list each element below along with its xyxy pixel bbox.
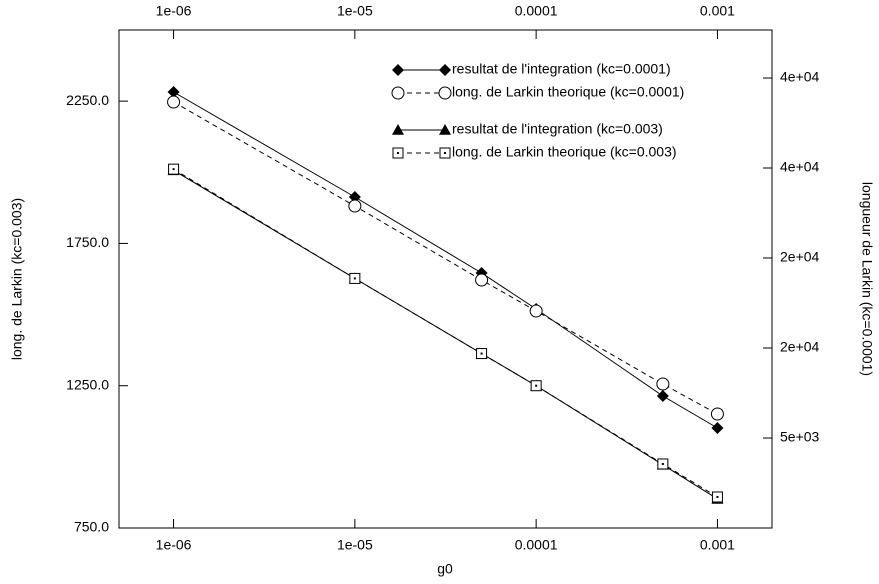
x-tick-label: 1e-06 [156,537,192,553]
series-line [173,169,718,500]
y2-tick-label: 2e+04 [780,339,820,355]
marker [529,304,543,318]
marker [167,86,180,99]
legend-label: long. de Larkin theorique (kc=0.003) [452,144,677,160]
marker [348,190,361,203]
x-tick-label: 1e-05 [337,537,373,553]
legend-marker [392,124,404,135]
marker [348,199,362,213]
legend-marker [439,124,451,135]
marker [475,273,489,287]
marker-dot [397,152,399,154]
x-axis-label: g0 [437,561,453,577]
x-top-tick-label: 1e-06 [156,3,192,19]
legend-label: long. de Larkin theorique (kc=0.0001) [452,84,684,100]
marker [656,389,669,402]
y2-tick-label: 4e+04 [780,69,820,85]
legend-label: resultat de l'integration (kc=0.0001) [452,61,671,77]
x-tick-label: 0.001 [700,537,735,553]
marker [167,95,181,109]
marker-dot [480,352,483,355]
legend-marker [391,86,405,100]
marker-dot [172,168,175,171]
marker [656,377,670,391]
series-line [173,91,718,429]
marker-dot [716,495,719,498]
marker-dot [444,152,446,154]
legend-marker [438,86,452,100]
y-tick-label: 750.0 [74,519,109,535]
series-line [173,101,718,415]
legend-label: resultat de l'integration (kc=0.003) [452,121,663,137]
plot-frame [118,29,773,529]
legend-marker [439,64,451,76]
marker [710,407,724,421]
series-line [173,168,718,498]
marker-dot [353,277,356,280]
y2-tick-label: 2e+04 [780,249,820,265]
marker-dot [661,462,664,465]
y-tick-label: 1250.0 [66,376,109,392]
marker [711,422,724,435]
y2-tick-label: 4e+04 [780,159,820,175]
x-top-tick-label: 0.0001 [515,3,558,19]
y2-tick-label: 5e+03 [780,429,820,445]
x-tick-label: 0.0001 [515,537,558,553]
y-tick-label: 1750.0 [66,234,109,250]
y-axis-label: long. de Larkin (kc=0.003) [9,198,25,360]
x-top-tick-label: 1e-05 [337,3,373,19]
legend-marker [392,64,404,76]
y2-axis-label: longueur de Larkin (kc=0.0001) [859,182,875,376]
x-top-tick-label: 0.001 [700,3,735,19]
y-tick-label: 2250.0 [66,92,109,108]
marker-dot [535,384,538,387]
